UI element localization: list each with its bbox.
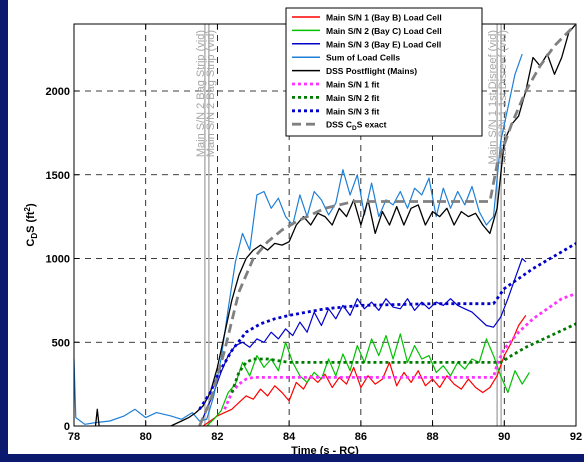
x-tick-label: 82 [211,431,223,443]
legend-label: Main S/N 1 (Bay B) Load Cell [326,13,442,23]
series-line-1 [202,315,527,426]
legend-label: Sum of Load Cells [326,53,400,63]
series-line-9 [198,24,576,426]
x-tick-label: 90 [498,431,510,443]
legend-label: Main S/N 2 fit [326,93,380,103]
legend-label: Main S/N 1 fit [326,80,380,90]
legend-label: Main S/N 2 (Bay C) Load Cell [326,26,442,36]
legend-label: Main S/N 3 (Bay E) Load Cell [326,39,441,49]
annotation-label: Main S/N 2 Bag Strip (vid) [205,30,217,157]
series-line-8 [198,242,576,411]
x-tick-label: 88 [426,431,438,443]
bottom-border [0,454,584,462]
y-tick-label: 1500 [46,170,70,182]
legend-label: DSS CDS exact [326,120,387,133]
series-layer [74,24,576,426]
legend: Main S/N 1 (Bay B) Load Cell Main S/N 2 (… [285,7,483,137]
y-tick-label: 2000 [46,86,70,98]
tick-layer: 78 80 82 84 86 88 90 92 0 500 1000 1500 2000 [46,24,582,443]
chart-plot: Main S/N 2 Bag Strip (vid)Main S/N 2 Bag… [23,7,582,457]
series-line-2 [206,333,530,426]
annotation-label: Main S/N 1 1st Disreef (vid) [497,30,509,164]
y-tick-label: 0 [64,421,70,433]
x-tick-label: 80 [140,431,152,443]
x-tick-label: 92 [570,431,582,443]
series-line-7 [230,322,576,393]
legend-label: DSS Postflight (Mains) [326,66,417,76]
series-line-6 [223,292,576,410]
y-tick-label: 1000 [46,254,70,266]
series-line-4 [74,53,523,425]
chart-frame: Main S/N 2 Bag Strip (vid) Main S/N 2 Bag… [8,0,584,462]
annotation-label: Main S/N 2 Bag Strip (vid) [195,30,207,157]
annotation-label: Main S/N 1 1st Disreef (vid) [487,30,499,164]
x-tick-label: 78 [68,431,80,443]
legend-box [285,7,483,137]
legend-label: Main S/N 3 fit [326,106,380,116]
annotation-layer: Main S/N 2 Bag Strip (vid)Main S/N 2 Bag… [195,24,509,426]
y-tick-label: 500 [52,337,70,349]
y-axis-label: CDS (ft2) [23,203,39,247]
x-tick-label: 86 [355,431,367,443]
series-line-3 [198,257,527,426]
x-tick-label: 84 [283,431,296,443]
